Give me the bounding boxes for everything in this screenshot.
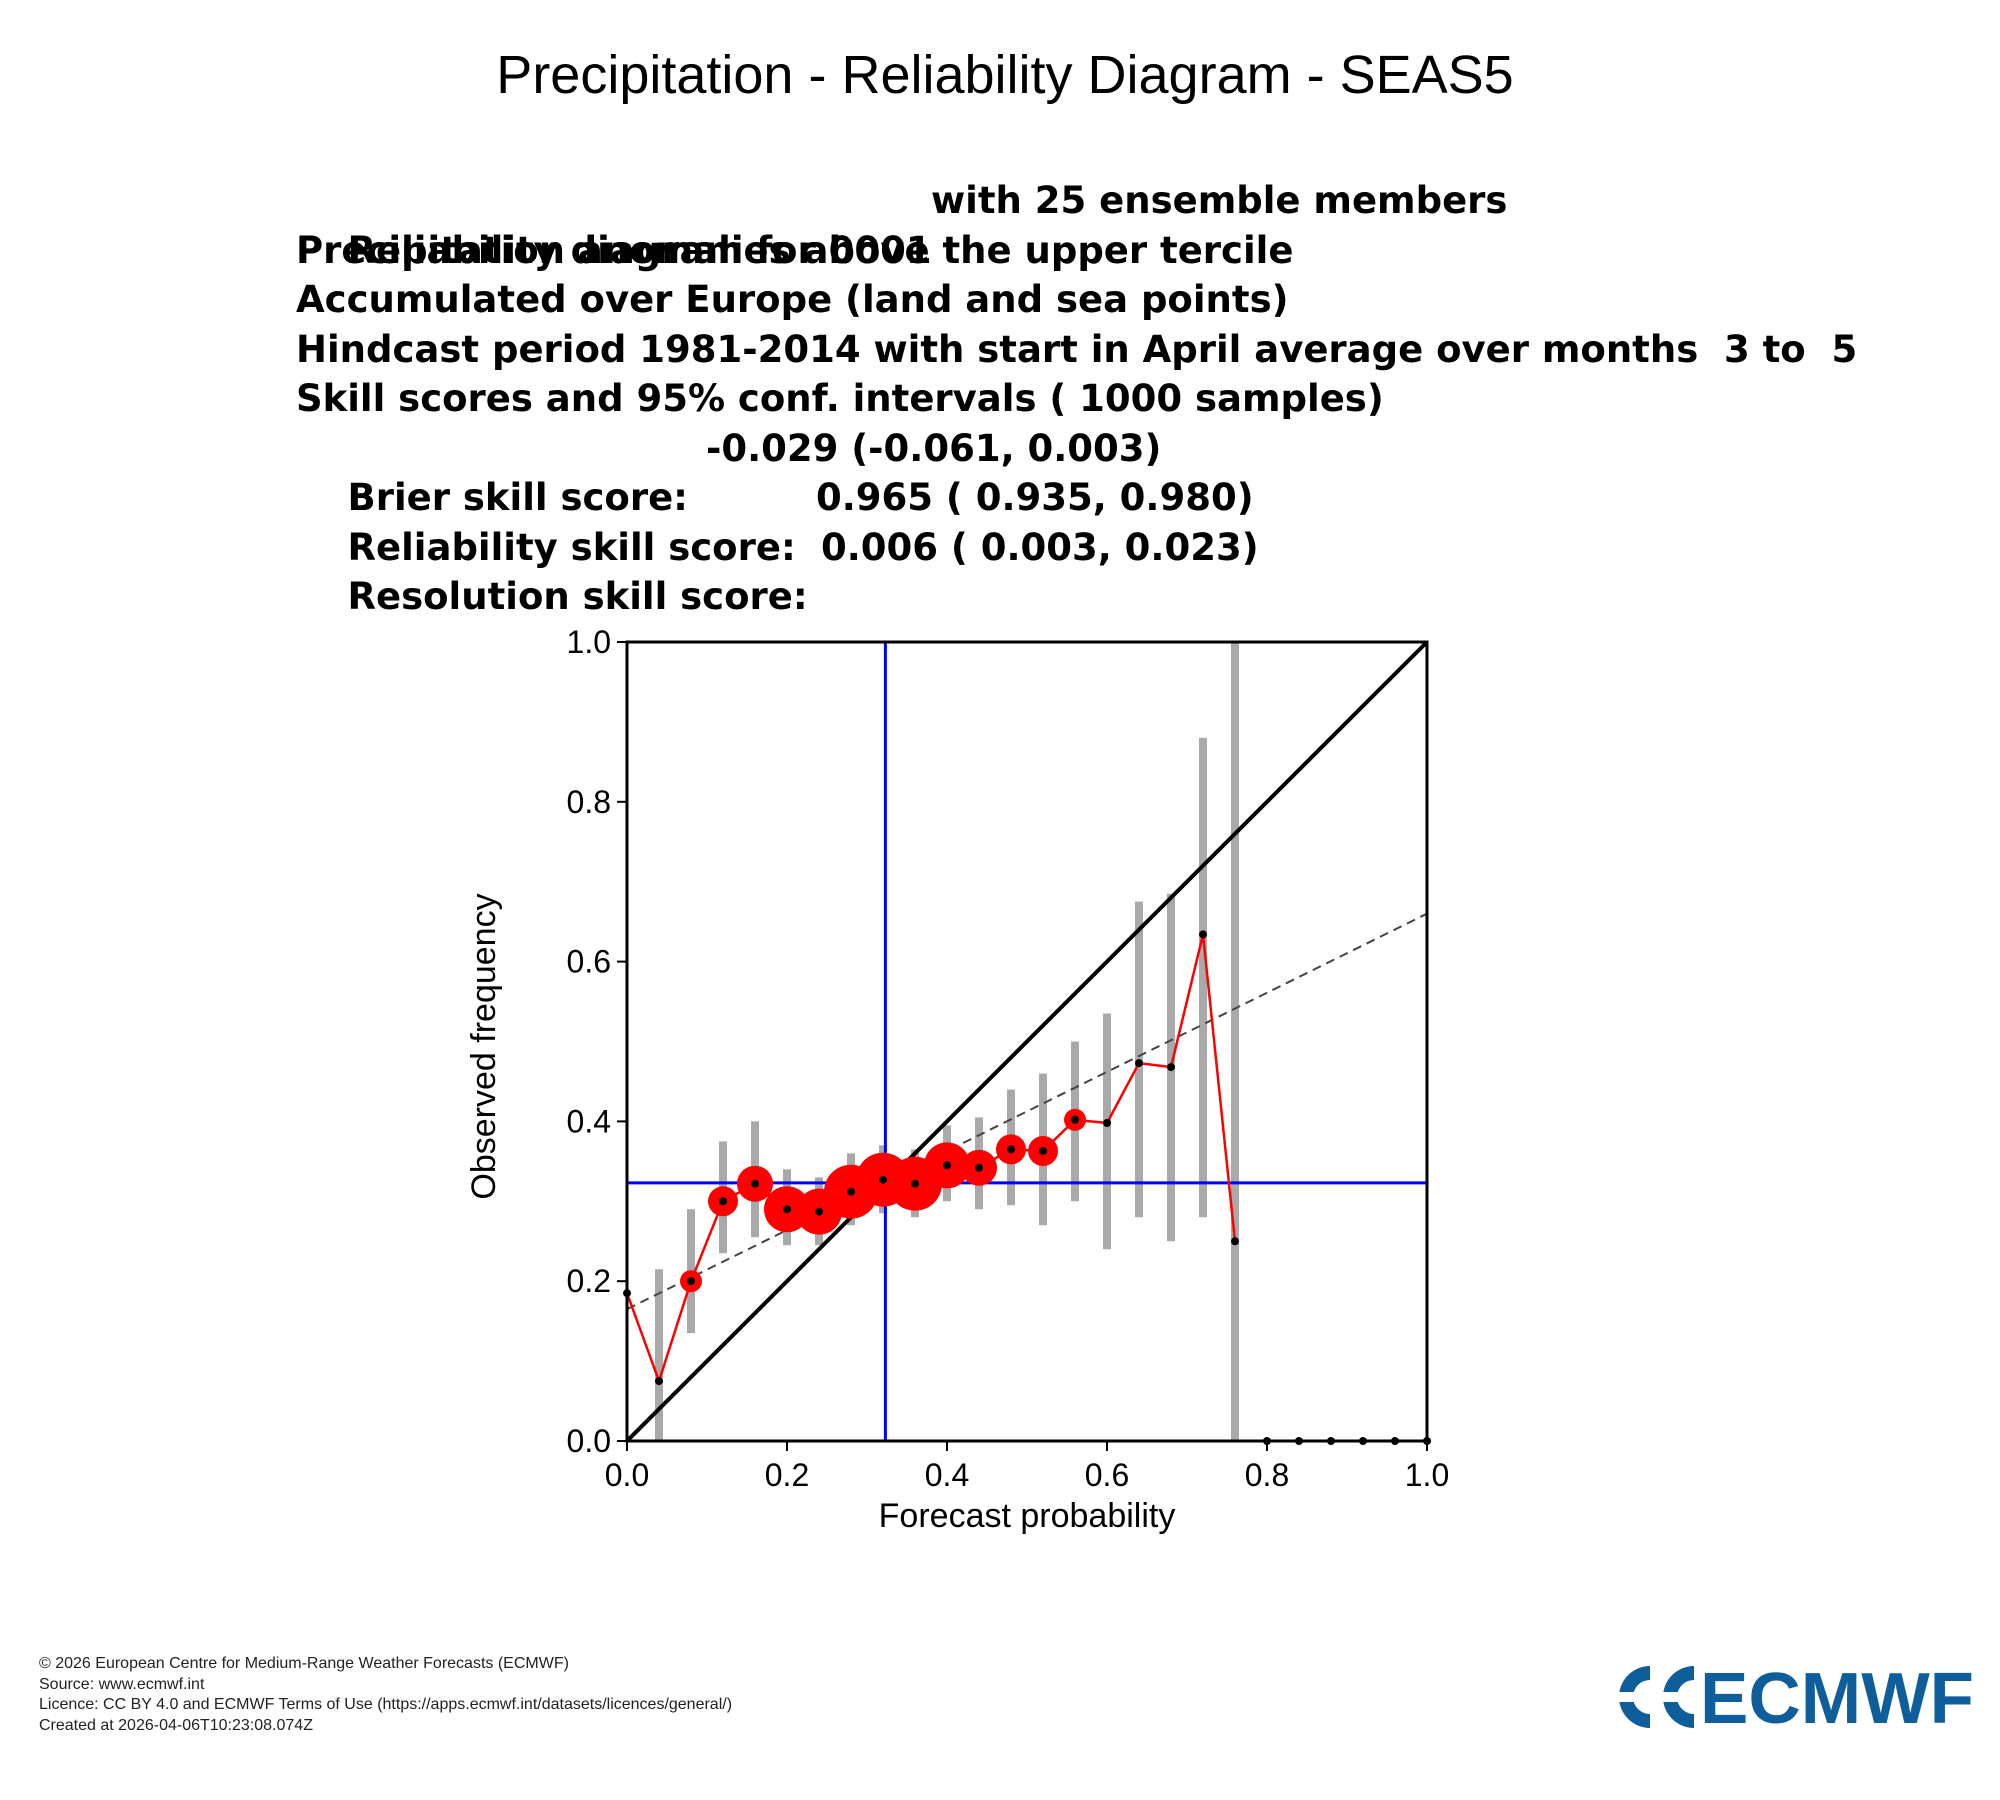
bin-point-3 — [719, 1197, 727, 1206]
y-tick-label-4: 0.8 — [567, 784, 611, 820]
info-reliability-skill: Reliability skill score: 0.965 ( 0.935, … — [296, 473, 1857, 569]
info-line-5: Skill scores and 95% conf. intervals ( 1… — [296, 377, 1384, 420]
bin-point-2 — [687, 1277, 695, 1286]
x-tick-label-4: 0.8 — [1245, 1457, 1289, 1493]
info-line-4: Hindcast period 1981-2014 with start in … — [296, 327, 1858, 371]
bin-point-15 — [1103, 1118, 1111, 1127]
y-tick-label-5: 1.0 — [567, 624, 611, 660]
info-line-3: Accumulated over Europe (land and sea po… — [296, 278, 1289, 321]
chart-title: Precipitation - Reliability Diagram - SE… — [496, 45, 1514, 105]
rel-value: 0.965 ( 0.935, 0.980) — [816, 476, 1254, 519]
bin-markers — [623, 930, 1431, 1445]
ecmwf-logo: ECMWF — [1598, 1662, 1974, 1732]
info-ensemble-members: with 25 ensemble members — [931, 179, 1508, 222]
x-tick-label-2: 0.4 — [925, 1457, 969, 1493]
bin-point-7 — [847, 1187, 855, 1196]
y-tick-label-3: 0.6 — [567, 944, 611, 980]
ecmwf-logo-icon — [1598, 1666, 1698, 1728]
footer: © 2026 European Centre for Medium-Range … — [39, 1654, 732, 1736]
source-text: Source: www.ecmwf.int — [39, 1675, 205, 1693]
bin-point-8 — [879, 1175, 887, 1184]
axes: 0.0 0.2 0.4 0.6 0.8 1.0 0.0 0.2 0.4 0.6 0.8 1.0 Fore… — [465, 624, 1449, 1535]
y-tick-label-2: 0.4 — [567, 1103, 611, 1139]
info-line-1: Reliability diagram for 0001 with 25 ens… — [296, 176, 1857, 272]
rel-label: Reliability skill score: — [347, 525, 796, 569]
res-value: 0.006 ( 0.003, 0.023) — [821, 525, 1259, 569]
info-line-2: Precipitation anomalies above the upper … — [296, 228, 1294, 272]
info-diagram-label: Reliability diagram for 0001 — [347, 228, 932, 272]
bin-point-6 — [815, 1207, 823, 1216]
x-tick-label-1: 0.2 — [765, 1457, 809, 1493]
bin-point-12 — [1007, 1145, 1015, 1154]
ecmwf-logo-text: ECMWF — [1700, 1662, 1974, 1732]
y-axis-label: Observed frequency — [465, 893, 503, 1199]
plot-frame — [625, 640, 1429, 1443]
bin-point-4 — [751, 1179, 759, 1188]
bss-label: Brier skill score: — [347, 476, 688, 519]
bin-point-18 — [1199, 930, 1207, 939]
bin-point-9 — [911, 1179, 919, 1188]
regression-line — [626, 912, 1428, 1311]
x-tick-label-0: 0.0 — [605, 1457, 649, 1493]
bin-point-17 — [1167, 1063, 1175, 1072]
bin-point-19 — [1231, 1237, 1239, 1246]
bin-point-5 — [783, 1205, 791, 1214]
info-block: Reliability diagram for 0001 with 25 ens… — [296, 176, 1858, 619]
res-label: Resolution skill score: — [347, 575, 808, 618]
bin-point-1 — [655, 1377, 663, 1386]
created-text: Created at 2026-04-06T10:23:08.074Z — [39, 1716, 313, 1734]
info-brier-skill: Brier skill score: -0.029 (-0.061, 0.003… — [296, 424, 1857, 520]
copyright-text: © 2026 European Centre for Medium-Range … — [39, 1655, 569, 1672]
x-tick-label-5: 1.0 — [1405, 1457, 1449, 1493]
bss-value: -0.029 (-0.061, 0.003) — [706, 426, 1162, 470]
bin-point-16 — [1135, 1059, 1143, 1068]
licence-text: Licence: CC BY 4.0 and ECMWF Terms of Us… — [39, 1696, 733, 1713]
x-tick-label-3: 0.6 — [1085, 1457, 1129, 1493]
reference-lines — [625, 640, 1429, 1443]
y-tick-label-1: 0.2 — [567, 1263, 611, 1299]
info-resolution-skill: Resolution skill score: 0.006 ( 0.003, 0… — [296, 523, 1857, 619]
bin-point-10 — [943, 1161, 951, 1170]
y-tick-label-0: 0.0 — [567, 1423, 611, 1459]
bin-point-14 — [1071, 1115, 1079, 1124]
bin-point-11 — [975, 1163, 983, 1172]
x-axis-label: Forecast probability — [879, 1497, 1176, 1535]
bin-point-13 — [1039, 1146, 1047, 1155]
diagonal-line — [625, 640, 1429, 1443]
